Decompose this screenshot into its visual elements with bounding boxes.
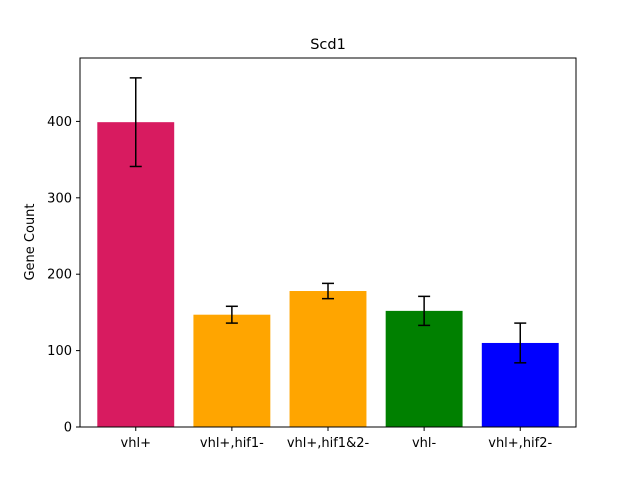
bar-1 [193,314,271,427]
x-tick-label-1: vhl+,hif1- [200,436,264,451]
x-axis: vhl+ vhl+,hif1- vhl+,hif1&2- vhl-vhl+,hif2- [121,427,553,451]
error-bar-1 [225,305,238,324]
x-tick-label-2: vhl+,hif1&2- [287,436,370,451]
error-bar-3 [418,295,431,327]
error-bars-group [129,77,527,364]
bars-group [97,122,559,427]
y-tick-label-4: 400 [47,115,72,130]
chart-title: Scd1 [310,37,346,53]
x-tick-label-4: vhl+,hif2- [488,436,552,451]
y-tick-label-2: 200 [47,268,72,283]
y-tick-label-1: 100 [47,344,72,359]
y-tick-label-3: 300 [47,191,72,206]
y-tick-label-0: 0 [64,421,72,436]
error-bar-2 [322,282,334,300]
y-axis-label: Gene Count [23,203,38,280]
bar-0 [97,122,175,427]
x-tick-label-0: vhl+ [121,436,151,451]
plot-frame [79,57,577,428]
bar-2 [289,291,367,427]
error-bar-0 [129,77,142,168]
x-tick-label-3: vhl- [412,436,437,451]
bar-3 [385,310,463,427]
y-axis: 0 100 200 300 400 [47,115,80,436]
error-bar-4 [514,322,527,364]
